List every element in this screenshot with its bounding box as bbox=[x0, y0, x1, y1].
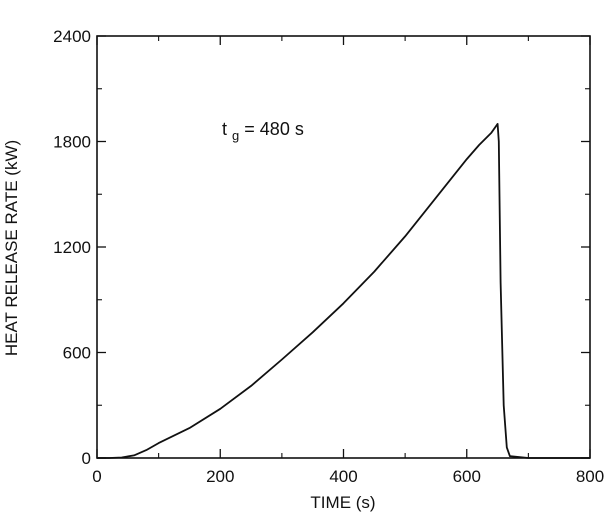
y-axis-title: HEAT RELEASE RATE (kW) bbox=[2, 140, 21, 356]
tick-labels: 0 200 400 600 800 0 600 1200 1800 2400 bbox=[53, 27, 604, 486]
plot-frame bbox=[96, 35, 591, 459]
series-line-0 bbox=[97, 123, 590, 459]
x-tick-label: 800 bbox=[576, 467, 604, 486]
annotation-subscript: g bbox=[232, 128, 239, 143]
ignition-time-annotation: t g = 480 s bbox=[222, 119, 304, 144]
y-tick-label: 600 bbox=[63, 344, 91, 363]
y-tick-label: 1200 bbox=[53, 238, 91, 257]
x-tick-label: 400 bbox=[329, 467, 357, 486]
series bbox=[97, 123, 590, 459]
x-tick-label: 600 bbox=[453, 467, 481, 486]
y-tick-label: 0 bbox=[82, 449, 91, 468]
x-tick-label: 200 bbox=[206, 467, 234, 486]
annotation-main: t bbox=[222, 119, 227, 139]
annotation-value: = 480 s bbox=[244, 119, 304, 139]
x-axis-title: TIME (s) bbox=[310, 493, 375, 512]
axes bbox=[96, 35, 591, 459]
y-tick-label: 2400 bbox=[53, 27, 91, 46]
x-tick-label: 0 bbox=[92, 467, 101, 486]
y-tick-label: 1800 bbox=[53, 133, 91, 152]
ticks bbox=[96, 35, 591, 459]
